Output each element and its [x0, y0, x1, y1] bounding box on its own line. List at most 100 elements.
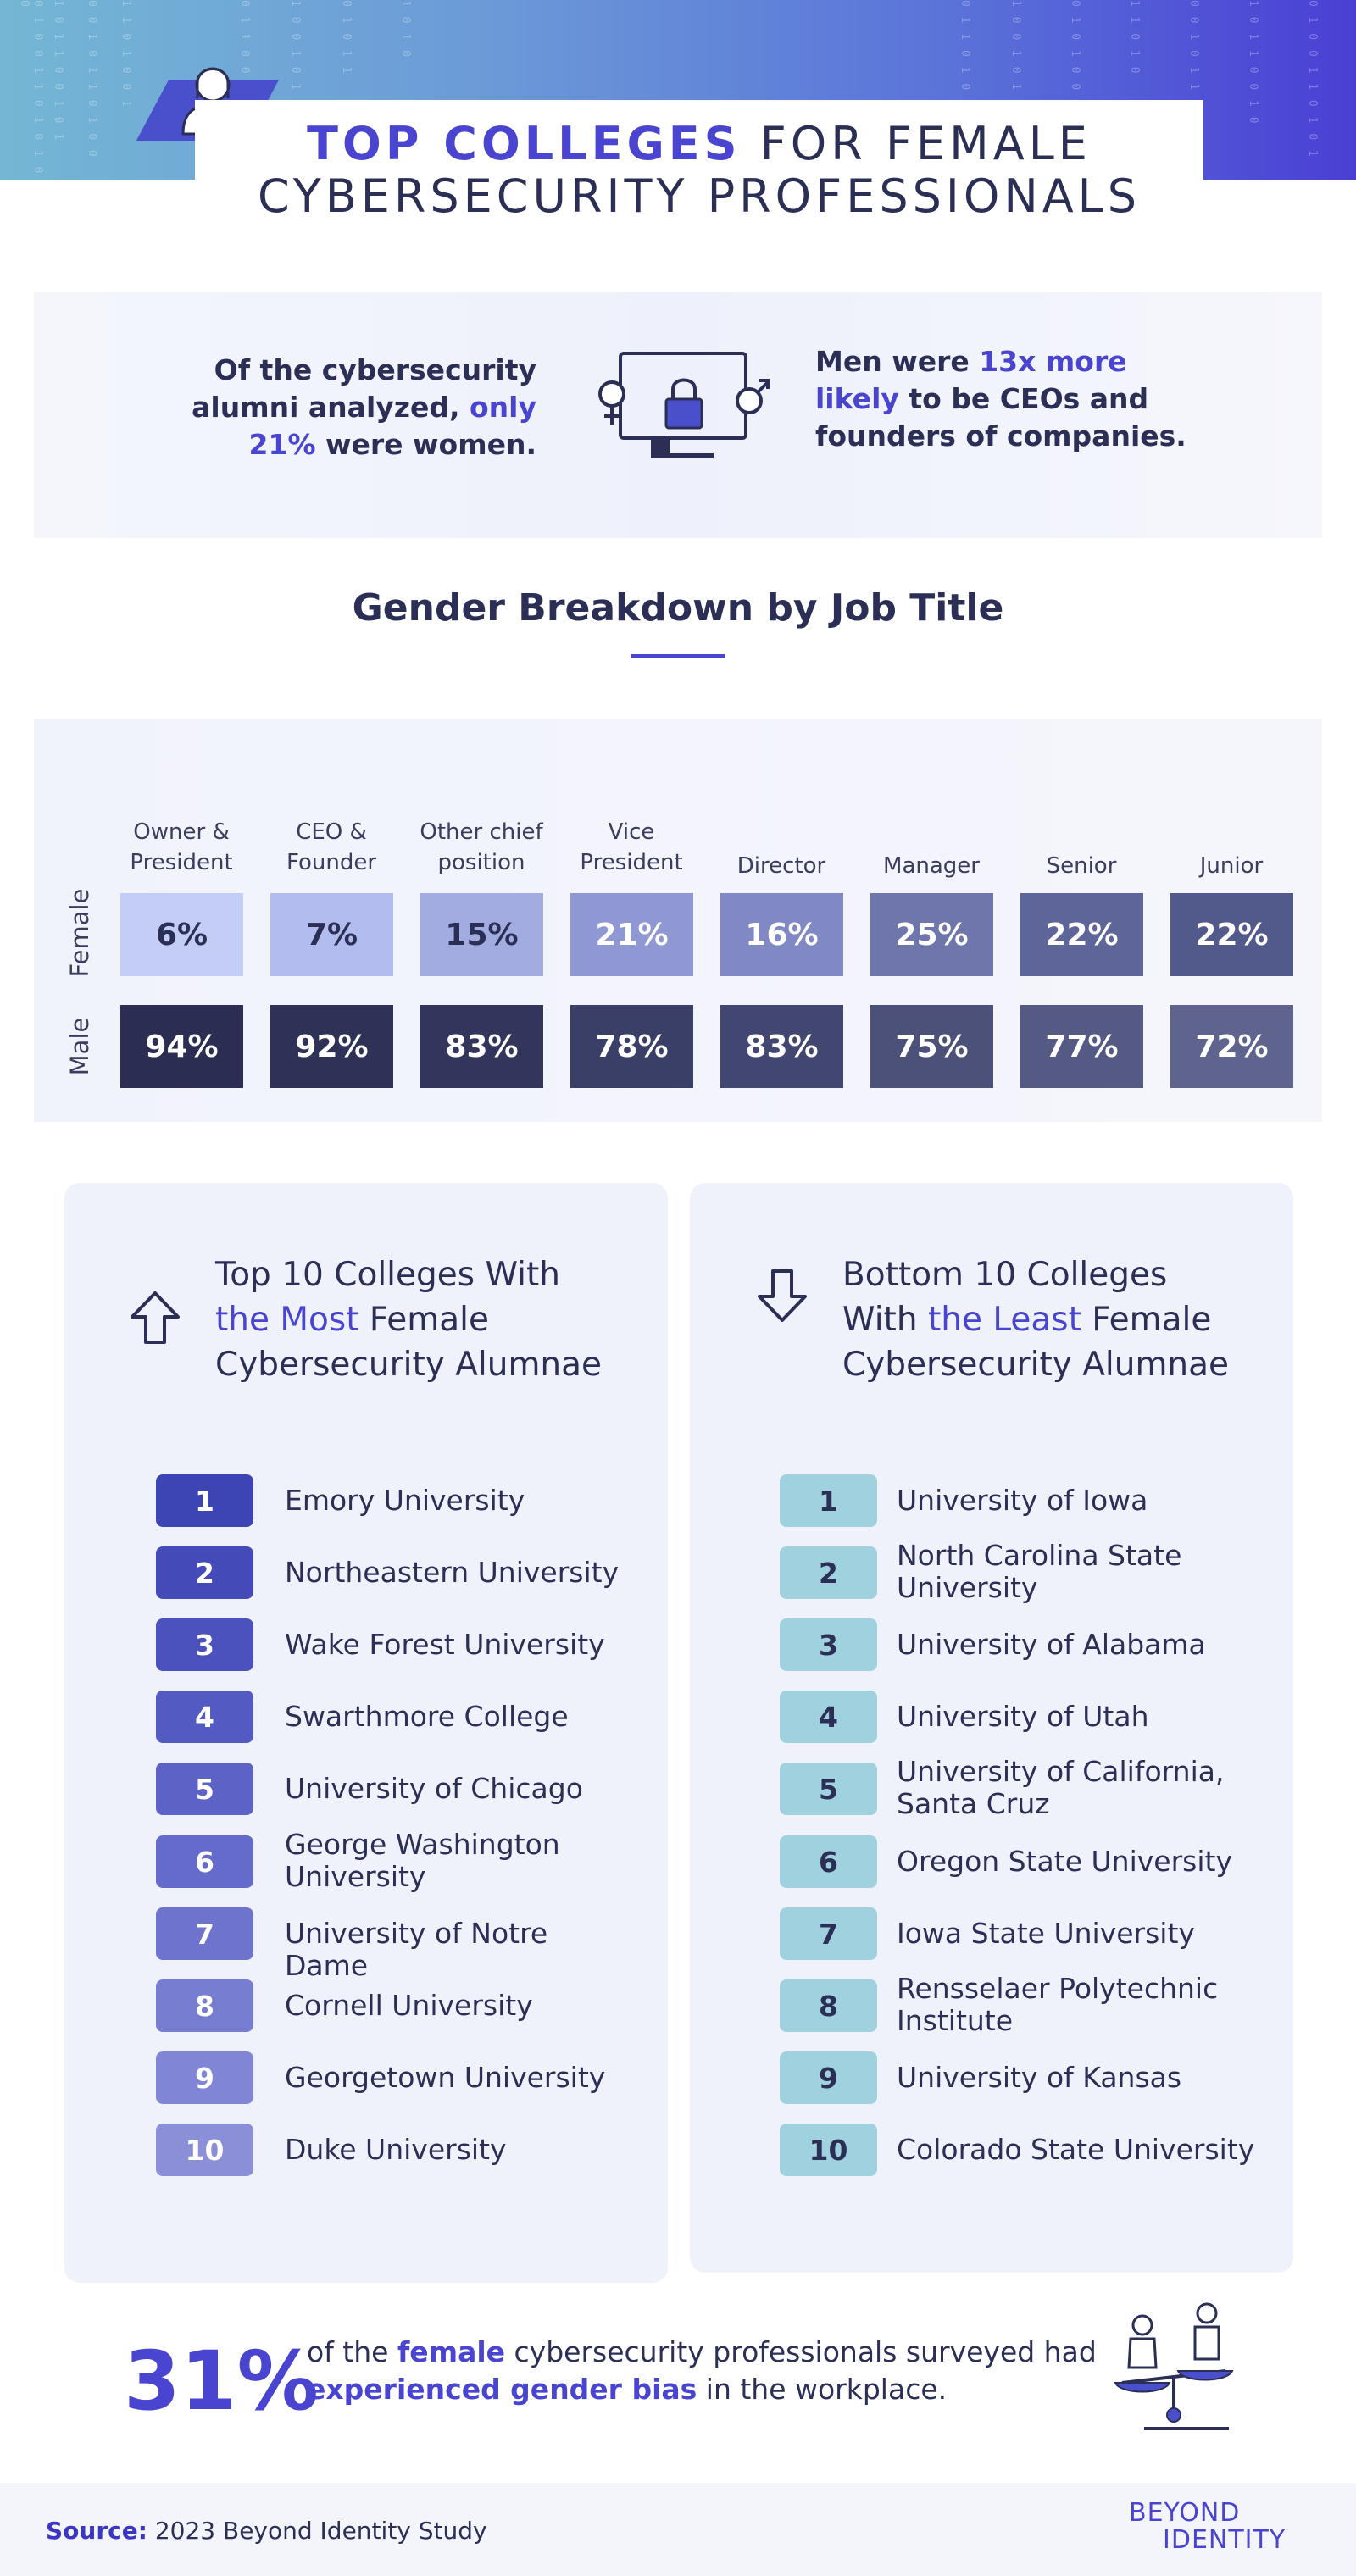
stat-women-share: Of the cybersecurity alumni analyzed, on… — [186, 352, 536, 464]
college-name: Rensselaer Polytechnic Institute — [897, 1972, 1219, 2037]
female-cell: 21% — [570, 893, 693, 976]
logo-line2: IDENTITY — [1163, 2525, 1287, 2555]
college-name: University of Kansas — [897, 2061, 1182, 2094]
rank-badge: 7 — [156, 1907, 253, 1960]
title-rest: FOR FEMALE — [741, 117, 1092, 170]
rank-badge: 4 — [156, 1690, 253, 1743]
top-list-title-rest: Female — [358, 1301, 489, 1339]
female-cell: 6% — [120, 893, 243, 976]
female-cell: 22% — [1170, 893, 1293, 976]
source-text: 2023 Beyond Identity Study — [147, 2517, 487, 2545]
rank-badge: 10 — [156, 2124, 253, 2176]
column-label: Director — [736, 853, 826, 879]
gender-scale-icon — [1114, 2302, 1234, 2430]
female-cell: 22% — [1020, 893, 1143, 976]
bottom-list-title: Bottom 10 Colleges With the Least Female… — [842, 1252, 1249, 1387]
column-label: Other chief position — [420, 819, 543, 875]
male-cell: 92% — [270, 1005, 393, 1088]
title-card-tail — [1163, 100, 1203, 180]
rank-badge: 2 — [156, 1546, 253, 1599]
college-name: Colorado State University — [897, 2133, 1255, 2166]
row-label-male: Male — [65, 1017, 94, 1076]
arrow-up-icon — [131, 1291, 180, 1344]
stat-left-text: Of the cybersecurity alumni analyzed, — [192, 353, 536, 424]
rank-badge: 8 — [156, 1979, 253, 2032]
rank-badge: 5 — [780, 1763, 877, 1815]
male-cell: 75% — [870, 1005, 993, 1088]
male-cell: 77% — [1020, 1005, 1143, 1088]
footer — [0, 2483, 1356, 2576]
title-card — [195, 100, 1203, 227]
male-cell: 78% — [570, 1005, 693, 1088]
female-cell: 16% — [720, 893, 843, 976]
bottom-list-title-line2: With the Least Female — [842, 1297, 1249, 1342]
top-list-title-line3: Cybersecurity Alumnae — [215, 1346, 603, 1384]
column-label: Vice President — [580, 819, 683, 875]
male-cell: 94% — [120, 1005, 243, 1088]
bias-statement: of the female cybersecurity professional… — [307, 2334, 1103, 2408]
bottom-list-title-accent: the Least — [927, 1301, 1081, 1339]
rank-badge: 1 — [780, 1474, 877, 1527]
rank-badge: 2 — [780, 1546, 877, 1599]
rank-badge: 6 — [156, 1835, 253, 1888]
rank-badge: 3 — [156, 1618, 253, 1671]
stat-left-accent: only 21% — [248, 391, 536, 461]
female-cell: 15% — [420, 893, 543, 976]
stat-ceo-likelihood: Men were 13x more likely to be CEOs and … — [815, 343, 1205, 455]
rank-badge: 1 — [156, 1474, 253, 1527]
rank-badge: 7 — [780, 1907, 877, 1960]
source-label: Source: — [46, 2517, 147, 2545]
column-label: Owner & President — [130, 819, 233, 875]
stat-right-suffix: to be CEOs and founders of companies. — [815, 382, 1186, 452]
column-label: Manager — [883, 853, 980, 879]
rank-badge: 5 — [156, 1763, 253, 1815]
college-name: Wake Forest University — [285, 1628, 605, 1661]
title-highlight: TOP COLLEGES — [307, 117, 742, 170]
rank-badge: 9 — [156, 2051, 253, 2104]
stat-left-suffix: were women. — [315, 428, 536, 461]
breakdown-heading: Gender Breakdown by Job Title — [352, 586, 1004, 630]
top-list-title-accent: the Most — [215, 1301, 359, 1339]
college-name: Oregon State University — [897, 1845, 1232, 1878]
beyond-identity-logo: BEYOND IDENTITY — [1129, 2500, 1298, 2554]
top-list-title-line1: Top 10 Colleges With — [215, 1256, 561, 1294]
college-name: Emory University — [285, 1484, 525, 1517]
stats-band: Of the cybersecurity alumni analyzed, on… — [34, 292, 1322, 538]
bottom-list-title-line1: Bottom 10 Colleges — [842, 1256, 1168, 1294]
arrow-down-icon — [758, 1269, 807, 1322]
college-name: Duke University — [285, 2133, 507, 2166]
bias-text-female: female — [397, 2335, 506, 2368]
gender-lock-monitor-icon — [598, 352, 770, 458]
college-name: Northeastern University — [285, 1556, 620, 1589]
college-name: Swarthmore College — [285, 1700, 569, 1733]
bottom-list-title-rest: Female — [1081, 1301, 1212, 1339]
college-name: University of Alabama — [897, 1628, 1206, 1661]
stat-right-accent: 13x more likely — [815, 345, 1127, 415]
source-citation: Source: 2023 Beyond Identity Study — [46, 2517, 487, 2545]
logo-line1: BEYOND — [1129, 2498, 1241, 2528]
bias-text-bold: experienced gender bias — [307, 2373, 697, 2406]
rank-badge: 10 — [780, 2124, 877, 2176]
college-name: University of Chicago — [285, 1772, 583, 1805]
bias-text-3: in the workplace. — [697, 2373, 948, 2406]
bias-percent: 31% — [124, 2334, 319, 2429]
college-name: Georgetown University — [285, 2061, 606, 2094]
female-cell: 25% — [870, 893, 993, 976]
rank-badge: 3 — [780, 1618, 877, 1671]
female-cell: 7% — [270, 893, 393, 976]
top-list-title: Top 10 Colleges With the Most Female Cyb… — [215, 1252, 605, 1387]
rank-badge: 6 — [780, 1835, 877, 1888]
college-name: University of Utah — [897, 1700, 1149, 1733]
bias-text-1: of the — [307, 2335, 397, 2368]
bias-text-2: cybersecurity professionals surveyed had — [505, 2335, 1097, 2368]
stat-right-text: Men were — [815, 345, 980, 378]
male-cell: 83% — [420, 1005, 543, 1088]
bottom-list-title-pre: With — [842, 1301, 928, 1339]
male-cell: 83% — [720, 1005, 843, 1088]
rank-badge: 9 — [780, 2051, 877, 2104]
college-name: University of Iowa — [897, 1484, 1148, 1517]
college-name: Iowa State University — [897, 1917, 1195, 1950]
college-name: University of California, Santa Cruz — [897, 1755, 1225, 1820]
bottom-list-title-line3: Cybersecurity Alumnae — [842, 1346, 1230, 1384]
heading-underline — [631, 654, 725, 658]
